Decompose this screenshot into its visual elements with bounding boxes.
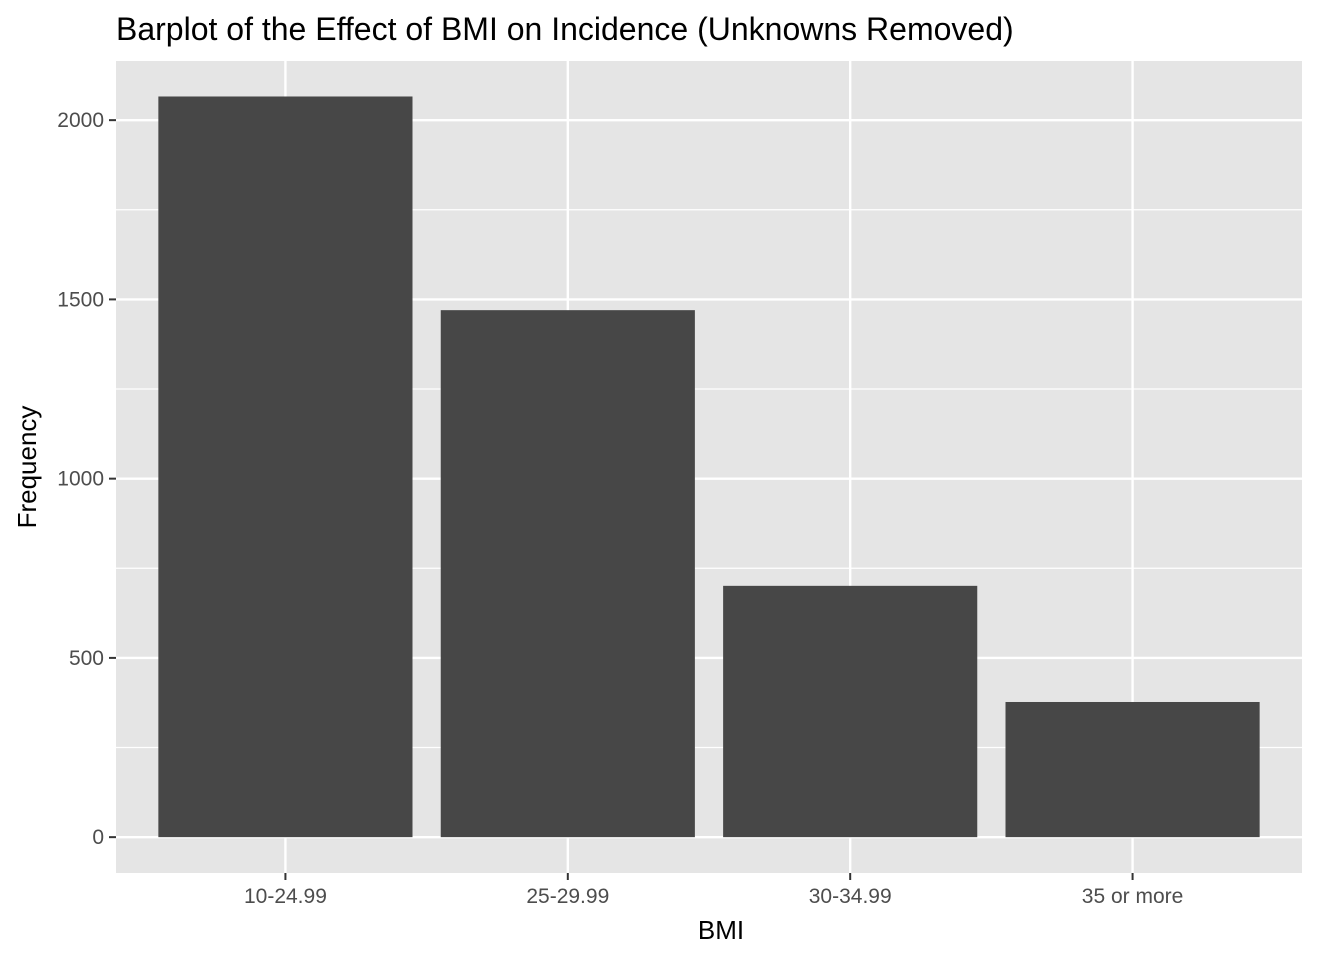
y-axis: 0 500 1000 1500 2000 <box>57 109 116 849</box>
x-tick-label: 30-34.99 <box>809 885 892 908</box>
x-tick-label: 10-24.99 <box>244 885 327 908</box>
y-tick-label: 1000 <box>57 468 104 491</box>
y-axis-title: Frequency <box>12 406 42 529</box>
x-axis: 10-24.99 25-29.99 30-34.99 35 or more <box>244 873 1183 908</box>
bar-30-34-99 <box>723 585 978 838</box>
bar-10-24-99 <box>158 96 413 838</box>
bar-25-29-99 <box>440 310 695 838</box>
y-tick-label: 2000 <box>57 109 104 132</box>
x-tick-label: 25-29.99 <box>526 885 609 908</box>
bars <box>158 96 1260 838</box>
y-tick-label: 1500 <box>57 288 104 311</box>
x-tick-label: 35 or more <box>1082 885 1184 908</box>
y-tick-label: 500 <box>69 647 104 670</box>
x-axis-title: BMI <box>698 915 744 945</box>
chart-title: Barplot of the Effect of BMI on Incidenc… <box>116 11 1014 47</box>
y-tick-label: 0 <box>92 826 104 849</box>
bar-35-or-more <box>1005 701 1260 838</box>
